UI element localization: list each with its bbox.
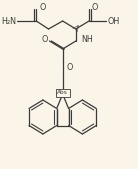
Text: O: O bbox=[66, 63, 73, 71]
Text: O: O bbox=[39, 4, 46, 13]
Text: OH: OH bbox=[108, 17, 120, 26]
Text: O: O bbox=[92, 4, 98, 13]
Text: O: O bbox=[41, 34, 48, 43]
Text: NH: NH bbox=[82, 35, 93, 44]
Text: Abs: Abs bbox=[57, 91, 68, 95]
Text: H₂N: H₂N bbox=[2, 17, 17, 26]
